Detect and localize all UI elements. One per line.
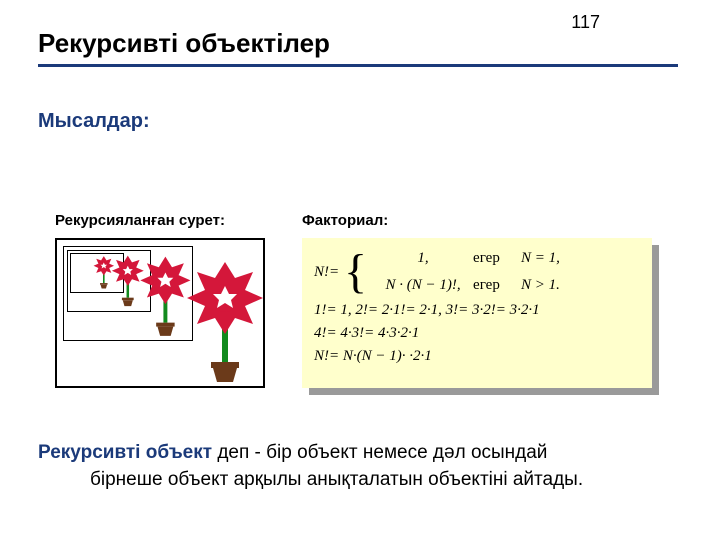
factorial-line-2: 4!= 4·3!= 4·3·2·1: [314, 325, 640, 342]
page-number: 117: [571, 12, 600, 33]
case-condition: N = 1,: [521, 250, 591, 267]
factorial-line-3: N!= N·(N − 1)· ·2·1: [314, 348, 640, 365]
factorial-case-1: 1, егер N = 1,: [373, 250, 591, 267]
recursive-picture-label: Рекурсияланған сурет:: [55, 212, 225, 229]
case-if-word: егер: [473, 277, 521, 294]
factorial-lhs: N!=: [314, 264, 344, 281]
flower-icon: [93, 255, 115, 290]
case-if-word: егер: [473, 250, 521, 267]
page-title: Рекурсивті объектілер: [38, 28, 330, 59]
factorial-cases: 1, егер N = 1, N · (N − 1)!, егер N > 1.: [373, 250, 591, 294]
flower-icon: [139, 254, 192, 338]
flower-icon: [111, 254, 145, 308]
definition-text: Рекурсивті объект деп - бір объект немес…: [38, 440, 678, 493]
factorial-case-2: N · (N − 1)!, егер N > 1.: [373, 277, 591, 294]
examples-subtitle: Мысалдар:: [38, 110, 150, 133]
title-underline: [38, 64, 678, 67]
recursive-picture-frame: [55, 238, 265, 388]
definition-rest-2: бірнеше объект арқылы анықталатын объект…: [38, 467, 678, 494]
definition-term: Рекурсивті объект: [38, 442, 212, 463]
factorial-definition-row: N!= { 1, егер N = 1, N · (N − 1)!, егер …: [314, 248, 640, 296]
factorial-box: N!= { 1, егер N = 1, N · (N − 1)!, егер …: [302, 238, 652, 388]
factorial-label: Факториал:: [302, 212, 388, 229]
factorial-line-1: 1!= 1, 2!= 2·1!= 2·1, 3!= 3·2!= 3·2·1: [314, 302, 640, 319]
flower-icon: [185, 258, 265, 386]
brace-icon: {: [344, 248, 367, 296]
definition-rest-1: деп - бір объект немесе дәл осындай: [212, 442, 547, 463]
case-value: 1,: [373, 250, 473, 267]
case-condition: N > 1.: [521, 277, 591, 294]
case-value: N · (N − 1)!,: [373, 277, 473, 294]
